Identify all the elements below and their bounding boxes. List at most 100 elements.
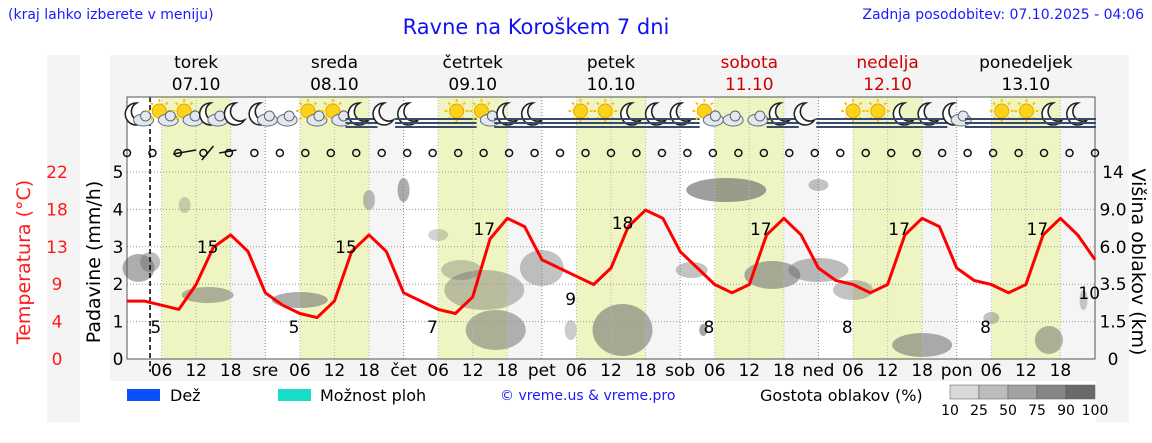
evening-band xyxy=(783,97,819,359)
sun-ray xyxy=(313,101,318,106)
temperature-value-label: 7 xyxy=(427,318,438,338)
wind-indicator xyxy=(326,148,336,158)
wind-indicator xyxy=(479,148,488,158)
hour-tick-label: 18 xyxy=(220,361,242,381)
temperature-tick: 9 xyxy=(52,275,63,295)
wind-indicator xyxy=(377,148,386,158)
wind-indicator xyxy=(352,148,361,158)
wind-indicator xyxy=(122,148,132,158)
cloud-puff xyxy=(164,110,176,122)
cloud-puff xyxy=(313,110,325,122)
wind-indicator xyxy=(683,148,692,158)
hour-tick-label: 12 xyxy=(462,361,484,381)
temperature-value-label: 18 xyxy=(612,214,634,234)
wind-indicator xyxy=(530,148,539,158)
hour-tick-label: 18 xyxy=(911,361,933,381)
wind-indicator xyxy=(1014,148,1023,158)
sun-ray xyxy=(150,101,154,106)
cloud-height-tick: 3.5 xyxy=(1099,275,1126,295)
temperature-value-label: 9 xyxy=(565,290,576,310)
moon-fog-icon xyxy=(667,102,700,128)
cloud-density-patch xyxy=(444,270,525,310)
day-date: 11.10 xyxy=(725,75,774,95)
sun-ray xyxy=(447,101,451,106)
precipitation-tick: 4 xyxy=(113,200,124,220)
cloud-density-patch xyxy=(181,287,234,303)
sun-shape xyxy=(870,103,886,119)
day-name: torek xyxy=(174,53,218,73)
evening-band xyxy=(369,97,404,359)
day-name: četrtek xyxy=(442,53,503,73)
density-tick: 75 xyxy=(1028,403,1046,419)
moon-shape xyxy=(223,102,247,126)
wind-indicator xyxy=(886,148,896,158)
hour-tick-label: 06 xyxy=(566,361,588,381)
temperature-tick: 22 xyxy=(46,163,68,183)
wind-indicator xyxy=(810,148,820,158)
hour-tick-label: sob xyxy=(665,361,695,381)
sun-ray xyxy=(1032,101,1036,106)
temperature-tick: 18 xyxy=(46,200,68,220)
temperature-value-label: 15 xyxy=(335,238,357,258)
evening-band xyxy=(645,97,681,359)
wind-indicator xyxy=(275,148,285,158)
wind-indicator xyxy=(963,148,972,158)
day-name: sreda xyxy=(311,53,358,73)
left-axis-panel xyxy=(47,55,80,422)
sun-shape xyxy=(1018,103,1034,119)
wind-indicator xyxy=(988,148,998,158)
day-name: petek xyxy=(587,53,635,73)
sun-cloud-icon xyxy=(147,99,179,127)
cloud-density-patch xyxy=(983,312,1000,324)
wind-indicator xyxy=(937,148,947,158)
sun-ray xyxy=(174,101,179,106)
wind-indicator xyxy=(402,148,412,158)
chart-title: Ravne na Koroškem 7 dni xyxy=(402,15,670,39)
sun-ray xyxy=(596,101,600,106)
sun-cloud-icon xyxy=(295,99,328,127)
wind-barb xyxy=(219,149,237,154)
day-name: sobota xyxy=(721,53,779,73)
temperature-line xyxy=(127,208,1097,320)
precipitation-tick: 5 xyxy=(113,163,124,183)
sun-ray xyxy=(883,101,888,106)
sun-ray xyxy=(695,101,699,106)
hour-tick-label: 06 xyxy=(980,361,1002,381)
cloud-icon xyxy=(722,110,744,127)
day-date: 08.10 xyxy=(310,75,359,95)
sun-ray xyxy=(843,101,848,106)
hour-tick-label: 18 xyxy=(1050,361,1072,381)
cloud-density-patch xyxy=(1034,326,1063,354)
wind-indicator xyxy=(734,148,743,158)
moon-shape xyxy=(793,102,817,126)
evening-band xyxy=(230,97,266,359)
cloud-density-patch xyxy=(441,260,482,280)
hour-tick-label: 06 xyxy=(704,361,726,381)
wind-barb xyxy=(201,145,215,161)
wind-indicator xyxy=(861,148,870,158)
hour-tick-label: sre xyxy=(252,361,278,381)
density-swatch xyxy=(1007,384,1038,400)
moon-fog-icon xyxy=(915,102,948,128)
legend-storm-label: Možnost ploh xyxy=(320,386,427,405)
sun-fog-icon xyxy=(444,99,477,128)
moon-shape xyxy=(372,102,396,126)
hour-tick-label: 18 xyxy=(496,361,518,381)
sun-ray xyxy=(586,101,590,106)
temperature-value-label: 17 xyxy=(750,220,772,240)
cloud-density-patch xyxy=(592,304,653,356)
day-name: nedelja xyxy=(856,53,918,73)
sun-ray xyxy=(323,116,328,121)
temperature-value-label: 17 xyxy=(1027,220,1049,240)
sun-ray xyxy=(472,116,476,121)
hour-tick-label: 12 xyxy=(185,361,207,381)
cloud-puff xyxy=(263,110,275,122)
credit-link[interactable]: © vreme.us & vreme.pro xyxy=(500,388,676,404)
moon-fog-icon xyxy=(345,102,378,128)
wind-indicator xyxy=(581,148,590,158)
hour-tick-label: 12 xyxy=(1015,361,1037,381)
wind-indicator xyxy=(250,148,259,158)
sun-ray xyxy=(868,101,873,106)
sun-shape xyxy=(597,103,613,119)
hour-tick-label: 06 xyxy=(289,361,311,381)
